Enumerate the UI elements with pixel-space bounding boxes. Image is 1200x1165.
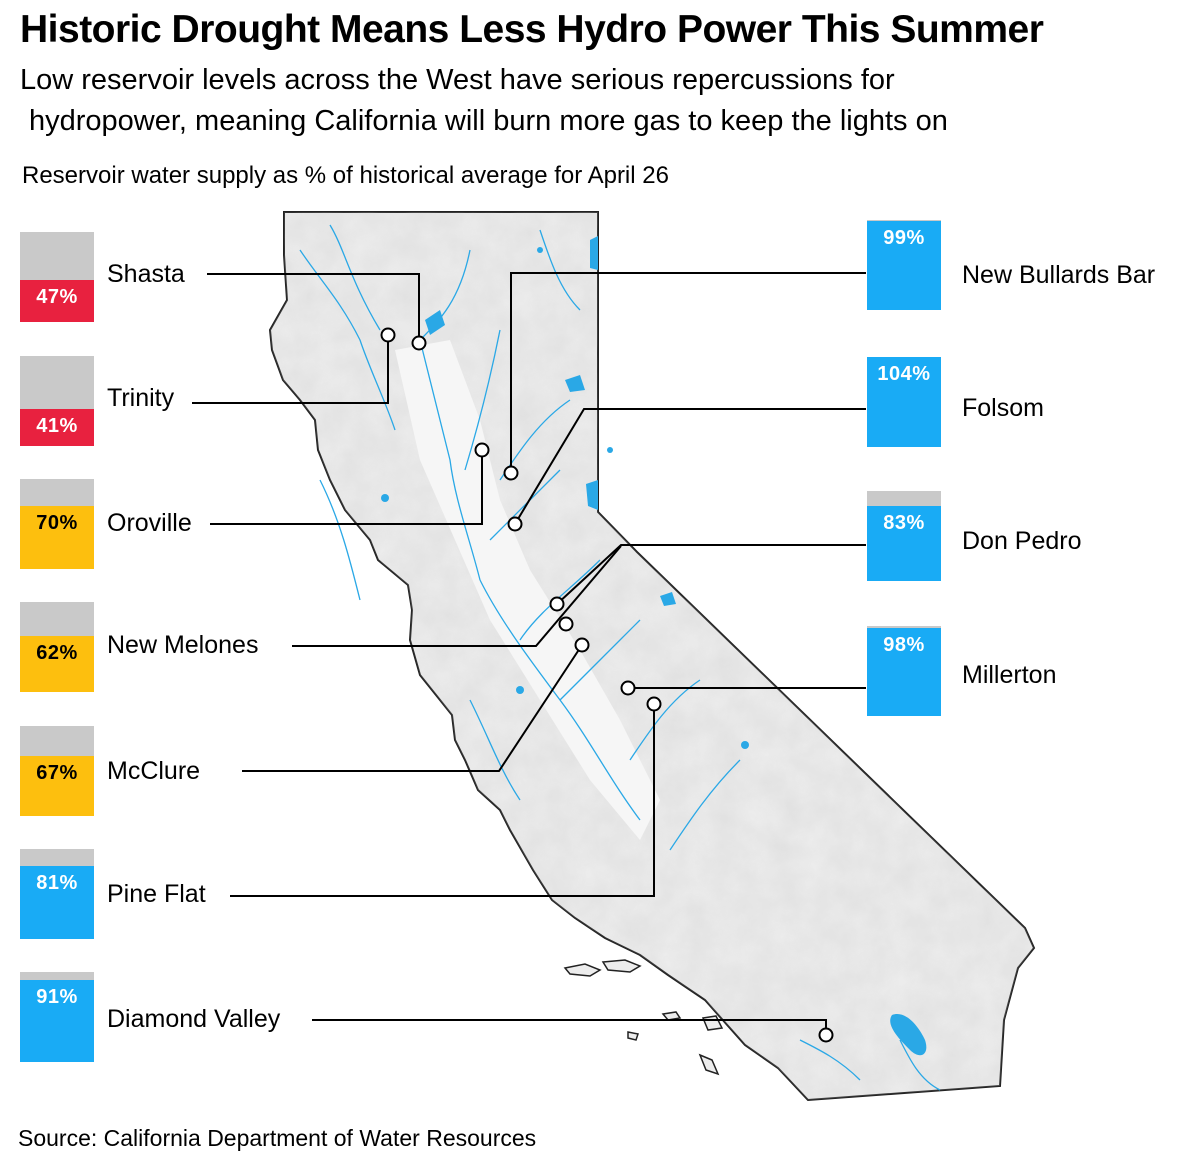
bar-fill-diamond-valley [20, 980, 94, 1062]
bar-value-trinity: 41% [36, 415, 78, 437]
bar-fill-don-pedro [867, 506, 941, 581]
subtitle-line-2: hydropower, meaning California will burn… [29, 105, 948, 137]
bar-new-bullards-bar: 99% [867, 220, 941, 310]
marker-mcclure [574, 637, 590, 653]
measure-label: Reservoir water supply as % of historica… [22, 162, 669, 189]
bar-millerton: 98% [867, 626, 941, 716]
reservoir-markers [380, 327, 834, 1043]
leader-new-bullards-bar [510, 272, 866, 473]
label-new-melones: New Melones [107, 631, 259, 659]
label-diamond-valley: Diamond Valley [107, 1005, 281, 1033]
marker-millerton [620, 680, 636, 696]
bar-fill-oroville [20, 506, 94, 569]
bar-new-melones: 62% [20, 602, 94, 692]
label-oroville: Oroville [107, 509, 192, 537]
bar-fill-shasta [20, 280, 94, 322]
leader-oroville [210, 450, 483, 525]
marker-folsom [507, 516, 523, 532]
bar-value-millerton: 98% [883, 634, 925, 656]
chart-title: Historic Drought Means Less Hydro Power … [20, 8, 1044, 51]
bar-value-new-melones: 62% [36, 642, 78, 664]
leader-shasta [207, 273, 420, 343]
label-millerton: Millerton [962, 661, 1057, 689]
bar-fill-new-melones [20, 636, 94, 692]
bar-value-folsom: 104% [877, 363, 931, 385]
bar-value-shasta: 47% [36, 286, 78, 308]
leader-pine-flat [230, 704, 655, 897]
label-pine-flat: Pine Flat [107, 880, 206, 908]
bar-value-don-pedro: 83% [883, 512, 925, 534]
lakes [381, 236, 927, 1056]
bar-don-pedro: 83% [867, 491, 941, 581]
bar-fill-pine-flat [20, 866, 94, 939]
leader-don-pedro [556, 544, 866, 605]
bar-diamond-valley: 91% [20, 972, 94, 1062]
marker-don-pedro [549, 596, 565, 612]
leader-folsom [514, 408, 866, 525]
label-shasta: Shasta [107, 260, 185, 288]
source-note: Source: California Department of Water R… [18, 1125, 537, 1151]
bar-oroville: 70% [20, 479, 94, 569]
bar-value-oroville: 70% [36, 512, 78, 534]
bar-fill-mcclure [20, 756, 94, 816]
bar-value-new-bullards-bar: 99% [883, 227, 925, 249]
marker-diamond-valley [818, 1027, 834, 1043]
bar-fill-folsom [867, 357, 941, 447]
subtitle-line-1: Low reservoir levels across the West hav… [20, 64, 895, 96]
bar-mcclure: 67% [20, 726, 94, 816]
bar-fill-new-bullards-bar [867, 221, 941, 310]
marker-new-melones [558, 616, 574, 632]
bar-fill-trinity [20, 409, 94, 446]
leader-new-melones [292, 545, 622, 647]
bar-shasta: 47% [20, 232, 94, 322]
marker-pine-flat [646, 696, 662, 712]
bar-fill-millerton [867, 628, 941, 716]
label-trinity: Trinity [107, 384, 175, 412]
marker-shasta [411, 335, 427, 351]
bar-pine-flat: 81% [20, 849, 94, 939]
label-mcclure: McClure [107, 757, 201, 785]
leader-trinity [192, 335, 389, 404]
central-valley-shading [395, 340, 660, 840]
label-new-bullards-bar: New Bullards Bar [962, 261, 1156, 289]
leader-mcclure [242, 644, 583, 772]
marker-trinity [380, 327, 396, 343]
label-folsom: Folsom [962, 394, 1044, 422]
label-don-pedro: Don Pedro [962, 527, 1082, 555]
chart-subtitle: Low reservoir levels across the West hav… [20, 60, 1170, 142]
bar-trinity: 41% [20, 356, 94, 446]
marker-new-bullards-bar [503, 465, 519, 481]
bar-value-diamond-valley: 91% [36, 986, 78, 1008]
bar-value-pine-flat: 81% [36, 872, 78, 894]
bar-folsom: 104% [867, 357, 941, 447]
marker-oroville [474, 442, 490, 458]
bar-value-mcclure: 67% [36, 762, 78, 784]
